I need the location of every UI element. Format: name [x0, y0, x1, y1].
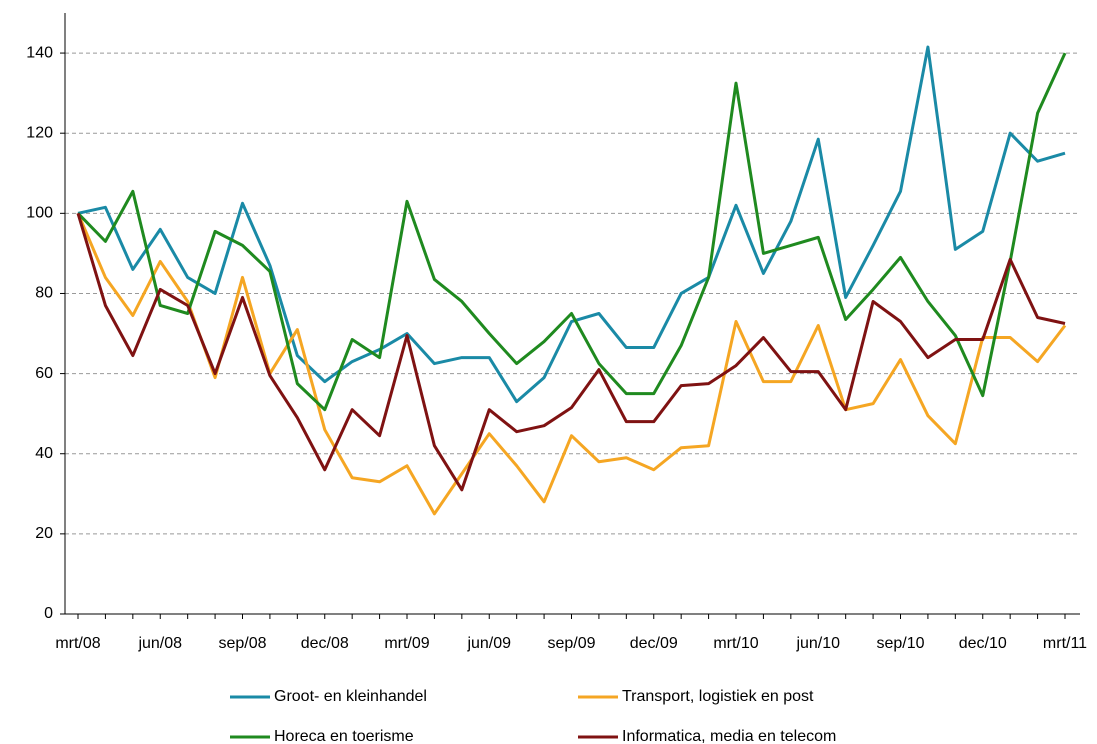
legend-label: Horeca en toerisme: [274, 728, 414, 744]
x-tick-label: jun/08: [137, 635, 182, 652]
x-tick-label: sep/10: [876, 635, 924, 652]
y-tick-label: 80: [35, 285, 53, 302]
series-line: [76, 212, 1066, 492]
y-tick-label: 120: [26, 124, 53, 141]
y-tick-label: 0: [44, 605, 53, 622]
y-tick-label: 20: [35, 525, 53, 542]
x-tick-label: jun/10: [795, 635, 840, 652]
series-line: [76, 212, 1067, 516]
x-tick-label: mrt/09: [384, 635, 429, 652]
x-tick-label: mrt/08: [55, 635, 100, 652]
legend-label: Transport, logistiek en post: [622, 688, 814, 705]
legend-label: Informatica, media en telecom: [622, 728, 836, 744]
legend-label: Groot- en kleinhandel: [274, 688, 427, 705]
series-line: [77, 45, 1066, 404]
x-tick-label: dec/09: [630, 635, 678, 652]
y-tick-label: 60: [35, 365, 53, 382]
y-tick-label: 40: [35, 445, 53, 462]
series-line: [76, 52, 1067, 412]
y-tick-label: 100: [26, 205, 53, 222]
x-tick-label: mrt/11: [1043, 635, 1087, 652]
x-tick-label: sep/09: [547, 635, 595, 652]
x-tick-label: dec/10: [959, 635, 1007, 652]
x-tick-label: sep/08: [218, 635, 266, 652]
x-tick-label: dec/08: [301, 635, 349, 652]
x-tick-label: mrt/10: [713, 635, 758, 652]
x-tick-label: jun/09: [466, 635, 511, 652]
y-tick-label: 140: [26, 44, 53, 61]
